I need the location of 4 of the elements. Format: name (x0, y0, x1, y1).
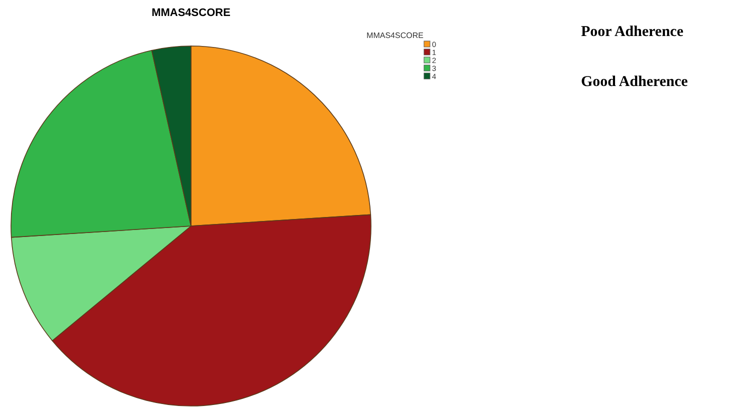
text: Good Adherence (581, 74, 688, 90)
text: Poor Adherence (581, 24, 684, 40)
legend-title: MMAS4SCORE (366, 31, 424, 40)
chart-title: MMAS4SCORE (152, 7, 230, 19)
